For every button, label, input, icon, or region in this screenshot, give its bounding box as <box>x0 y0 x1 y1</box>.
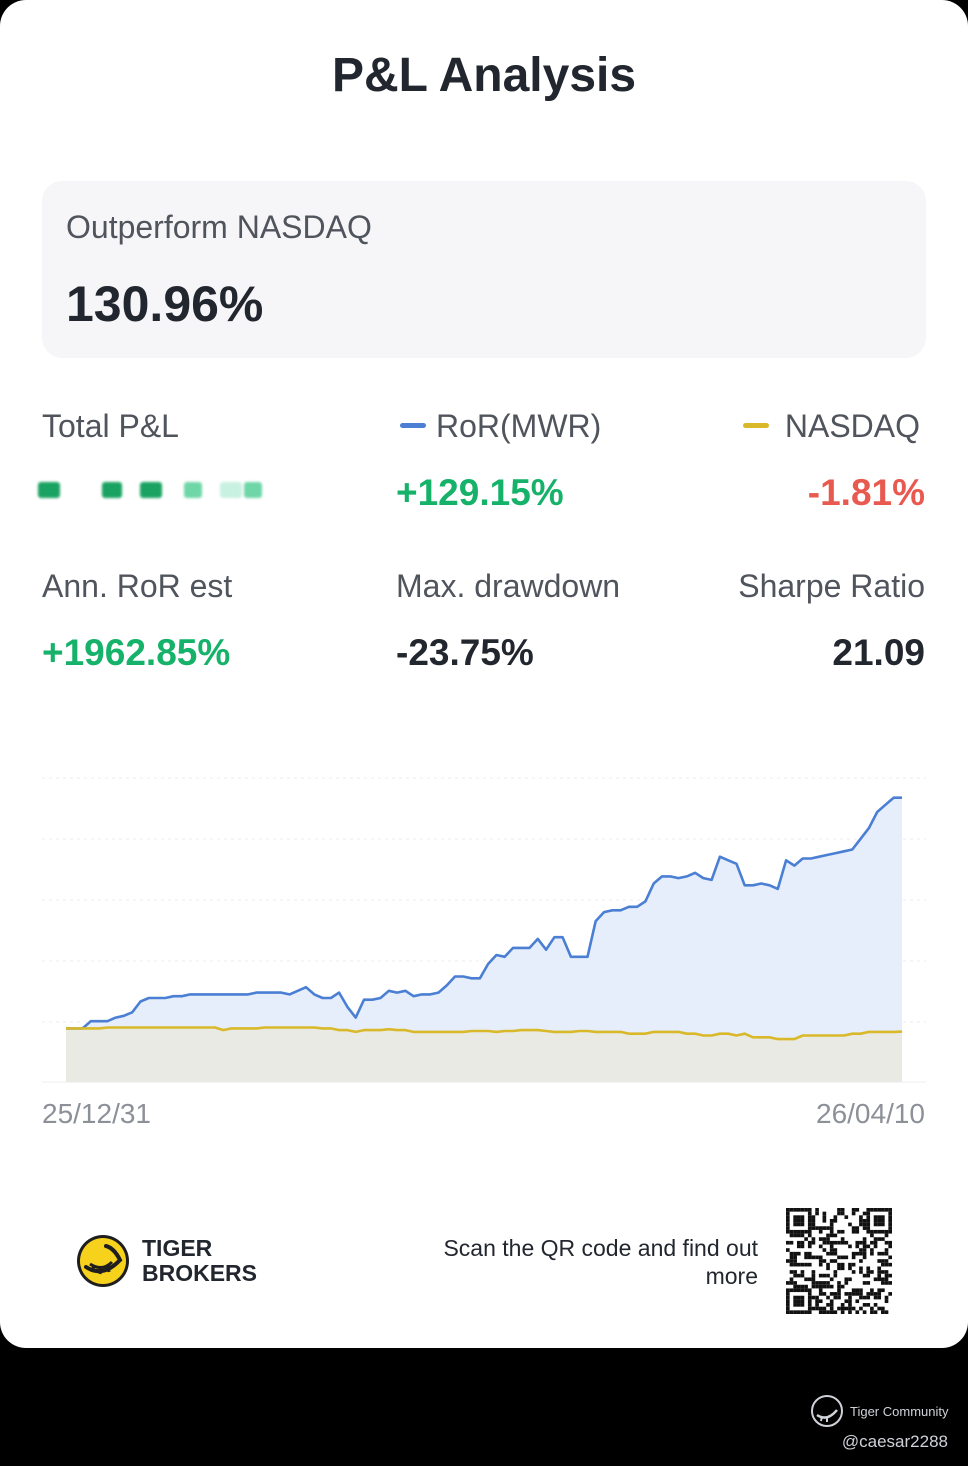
total-pl-label: Total P&L <box>42 408 179 444</box>
nasdaq-legend: NASDAQ <box>742 408 920 445</box>
chart-start-date: 25/12/31 <box>42 1098 151 1129</box>
pl-line-chart <box>42 777 926 1083</box>
tiger-community-watermark: Tiger Community <box>810 1394 960 1428</box>
nasdaq-area <box>66 1027 902 1082</box>
sharpe-ratio-label: Sharpe Ratio <box>738 568 925 604</box>
user-handle: @caesar2288 <box>841 1432 948 1451</box>
qr-code[interactable] <box>786 1208 892 1314</box>
brand-name: TIGER BROKERS <box>142 1235 258 1286</box>
sharpe-ratio-value: 21.09 <box>832 632 925 673</box>
pl-analysis-card: P&L Analysis Outperform NASDAQ 130.96% T… <box>0 0 968 1348</box>
ann-ror-value: +1962.85% <box>42 632 231 673</box>
page-title: P&L Analysis <box>331 49 637 102</box>
outperform-value: 130.96% <box>66 276 264 332</box>
nasdaq-series-line <box>66 1026 903 1041</box>
outperform-label: Outperform NASDAQ <box>66 209 372 245</box>
outperform-panel: Outperform NASDAQ 130.96% <box>42 181 926 358</box>
tiger-community-label: Tiger Community <box>850 1404 949 1419</box>
ann-ror-label: Ann. RoR est <box>42 568 233 604</box>
nasdaq-value: -1.81% <box>807 472 925 513</box>
max-drawdown-value: -23.75% <box>396 632 534 673</box>
chart-end-date: 26/04/10 <box>816 1098 925 1129</box>
ror-legend: RoR(MWR) <box>400 408 601 445</box>
scan-qr-text: Scan the QR code and find out more <box>443 1235 758 1289</box>
max-drawdown-label: Max. drawdown <box>396 568 621 604</box>
nasdaq-legend-swatch <box>742 423 769 429</box>
ror-series-line <box>66 796 902 1030</box>
ror-area <box>66 797 902 1082</box>
tiger-logo-icon <box>77 1235 129 1287</box>
ror-value: +129.15% <box>396 472 564 513</box>
ror-legend-swatch <box>400 423 426 429</box>
ror-label: RoR(MWR) <box>436 408 602 444</box>
nasdaq-label: NASDAQ <box>784 408 920 444</box>
tiger-community-icon <box>811 1395 843 1427</box>
